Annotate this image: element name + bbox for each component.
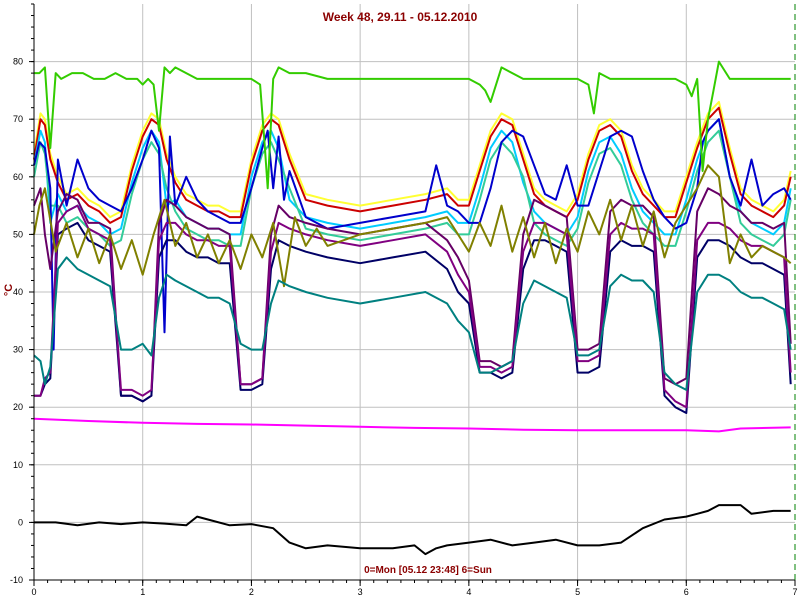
y-tick-label: 30 <box>13 345 23 355</box>
x-tick-label: 6 <box>684 587 689 597</box>
x-tick-label: 7 <box>792 587 797 597</box>
chart-title: Week 48, 29.11 - 05.12.2010 <box>323 10 478 24</box>
series-line <box>33 256 792 391</box>
y-tick-label: 80 <box>13 57 23 67</box>
y-tick-labels: -10 0 10 20 30 40 50 60 70 80 <box>10 57 23 585</box>
x-tick-label: 3 <box>358 587 363 597</box>
x-tick-label: 4 <box>466 587 471 597</box>
y-tick-label: 50 <box>13 229 23 239</box>
x-tick-label: 0 <box>31 587 36 597</box>
series-line <box>33 118 792 351</box>
series-line <box>33 417 791 433</box>
series-line <box>33 100 792 219</box>
y-axis-label: °C <box>3 284 15 296</box>
y-tick-label: 0 <box>18 517 23 527</box>
series-line <box>34 60 791 190</box>
series-line <box>34 221 792 414</box>
y-tick-label: 10 <box>13 460 23 470</box>
x-tick-labels: 0 1 2 3 4 5 6 7 <box>31 587 797 597</box>
series-line <box>33 164 792 288</box>
y-tick-label: 70 <box>13 114 23 124</box>
x-tick-label: 1 <box>140 587 145 597</box>
y-tick-label: -10 <box>10 575 23 585</box>
x-tick-label: 5 <box>575 587 580 597</box>
y-tick-label: 20 <box>13 402 23 412</box>
series-layer <box>33 60 792 556</box>
y-tick-label: 60 <box>13 172 23 182</box>
y-tick-label: 40 <box>13 287 23 297</box>
series-line <box>34 504 791 556</box>
chart-footer: 0=Mon [05.12 23:48] 6=Sun <box>364 565 492 576</box>
series-line <box>33 106 792 224</box>
x-tick-label: 2 <box>249 587 254 597</box>
series-line <box>34 204 792 409</box>
series-line <box>33 129 792 247</box>
